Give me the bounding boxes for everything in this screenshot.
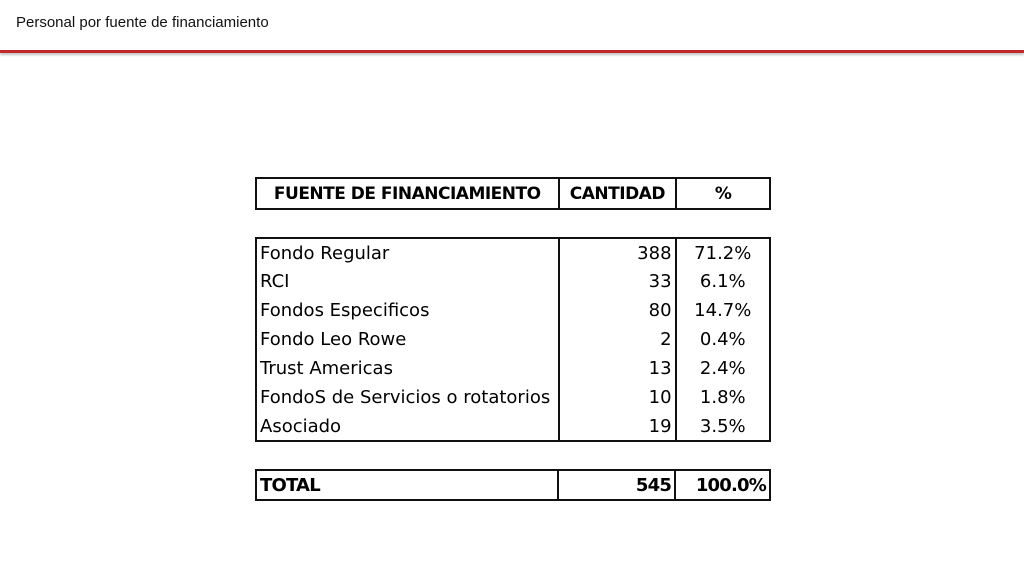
table-row: Fondo Regular 388 71.2% [256, 238, 770, 267]
row-source: Asociado [256, 412, 560, 441]
row-source: Fondo Regular [256, 238, 560, 267]
row-source: Fondo Leo Rowe [256, 325, 560, 354]
table-row: Trust Americas 13 2.4% [256, 354, 770, 383]
header-quantity: CANTIDAD [557, 177, 678, 210]
row-percent: 0.4% [699, 329, 746, 350]
row-percent: 6.1% [699, 271, 746, 292]
total-label: TOTAL [256, 470, 559, 500]
title-divider [0, 50, 1024, 53]
header-row: FUENTE DE FINANCIAMIENTO CANTIDAD % [255, 177, 771, 210]
table-row: Fondos Especificos 80 14.7% [256, 296, 770, 325]
data-table: Fondo Regular 388 71.2% RCI 33 6.1% Fond… [255, 237, 771, 442]
table-row: Fondo Leo Rowe 2 0.4% [256, 325, 770, 354]
row-percent: 14.7% [694, 300, 752, 321]
row-source: FondoS de Servicios o rotatorios [256, 383, 560, 412]
row-quantity: 2 [558, 325, 677, 354]
row-quantity: 10 [558, 383, 677, 412]
row-percent: 1.8% [699, 387, 746, 408]
total-table: TOTAL 545 100.0% [255, 469, 771, 501]
table-row: RCI 33 6.1% [256, 267, 770, 296]
row-source: Fondos Especificos [256, 296, 560, 325]
slide-title: Personal por fuente de financiamiento [16, 14, 269, 31]
table-row: FondoS de Servicios o rotatorios 10 1.8% [256, 383, 770, 412]
row-percent: 2.4% [699, 358, 746, 379]
header-table: FUENTE DE FINANCIAMIENTO CANTIDAD % [255, 177, 771, 210]
table-row: Asociado 19 3.5% [256, 412, 770, 441]
header-percent: % [675, 177, 771, 210]
row-source: Trust Americas [256, 354, 560, 383]
header-source: FUENTE DE FINANCIAMIENTO [255, 177, 560, 210]
row-source: RCI [256, 267, 560, 296]
row-percent: 71.2% [694, 242, 752, 264]
row-quantity: 388 [558, 238, 677, 267]
row-percent: 3.5% [699, 415, 746, 437]
row-quantity: 80 [558, 296, 677, 325]
total-percent: 100.0% [695, 474, 767, 496]
total-quantity: 545 [557, 470, 677, 500]
row-quantity: 19 [558, 412, 677, 441]
total-row: TOTAL 545 100.0% [256, 470, 770, 500]
row-quantity: 33 [558, 267, 677, 296]
row-quantity: 13 [558, 354, 677, 383]
